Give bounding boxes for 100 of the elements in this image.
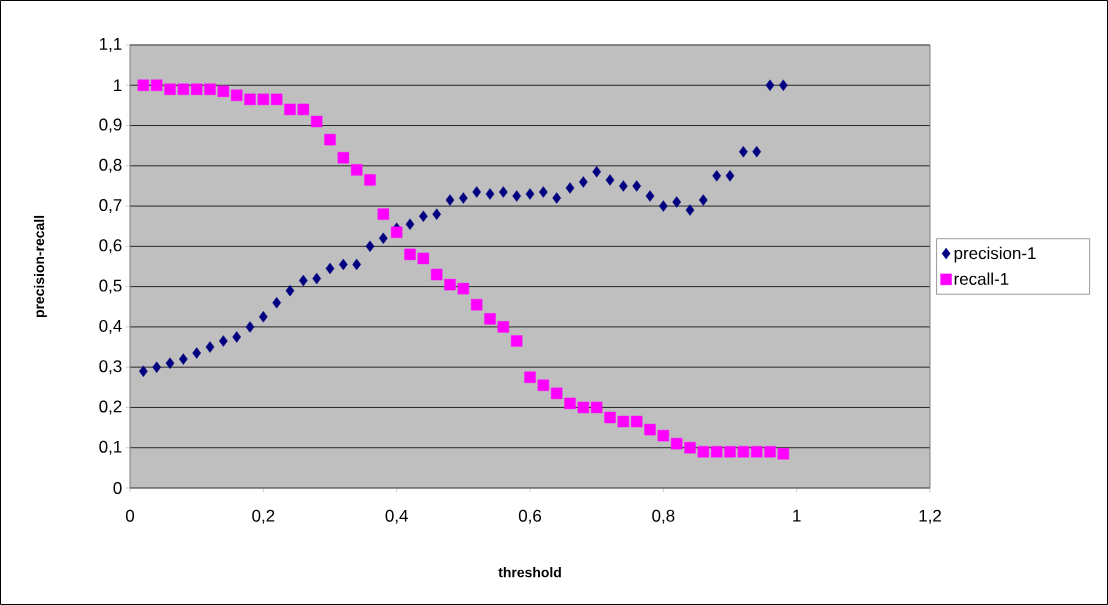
point	[725, 170, 735, 182]
y-tick-label: 0,1	[99, 440, 122, 455]
point	[630, 415, 643, 428]
point	[139, 365, 148, 377]
point	[404, 248, 416, 261]
x-tick-label: 0,6	[518, 509, 542, 524]
point	[590, 401, 603, 414]
point	[659, 200, 668, 212]
point	[550, 387, 563, 400]
point	[524, 371, 536, 383]
y-tick-label: 1,1	[99, 38, 122, 52]
y-tick-label: 0,6	[99, 239, 122, 254]
point	[310, 115, 323, 128]
point	[219, 335, 228, 347]
point	[190, 83, 203, 95]
y-tick-label: 0,2	[99, 400, 122, 415]
point	[712, 170, 721, 182]
point	[645, 190, 655, 202]
point	[217, 85, 230, 97]
x-tick-label: 1	[793, 509, 801, 522]
y-tick-label: 0,9	[99, 118, 122, 133]
point	[485, 188, 495, 200]
point	[699, 194, 708, 206]
point	[777, 448, 790, 460]
point	[579, 176, 588, 188]
x-tick-label: 0,8	[652, 509, 675, 524]
point	[672, 196, 681, 208]
point	[564, 397, 576, 410]
point	[285, 284, 295, 297]
point	[537, 379, 550, 391]
point	[270, 93, 283, 106]
point	[457, 282, 470, 295]
point	[592, 166, 601, 178]
point	[245, 321, 255, 333]
point	[657, 429, 670, 442]
point	[512, 190, 521, 202]
point	[724, 446, 736, 458]
point	[670, 437, 683, 450]
y-tick-label: 0,4	[99, 319, 122, 334]
point	[204, 83, 216, 95]
point	[737, 446, 750, 458]
point	[510, 335, 523, 347]
point	[377, 208, 390, 220]
point	[405, 218, 415, 230]
point	[497, 321, 510, 333]
point	[364, 174, 376, 186]
point	[604, 411, 616, 424]
x-tick-label: 1,2	[919, 509, 941, 524]
point	[430, 268, 443, 281]
point	[552, 192, 561, 204]
point	[484, 313, 496, 325]
point	[337, 152, 350, 164]
point	[432, 208, 441, 220]
y-tick-label: 1	[114, 79, 122, 92]
point	[617, 415, 630, 428]
point	[379, 232, 388, 244]
point	[390, 226, 403, 238]
point	[444, 278, 456, 291]
point	[297, 103, 310, 116]
point	[244, 93, 256, 106]
point	[577, 401, 590, 414]
x-tick-label: 0	[125, 509, 135, 522]
legend-label: precision-1	[954, 246, 1036, 263]
point	[605, 174, 615, 186]
y-tick-label: 0,3	[99, 360, 122, 375]
y-tick-label: 0,8	[99, 158, 122, 173]
point	[137, 79, 150, 91]
point	[272, 297, 281, 309]
point	[177, 83, 190, 95]
point	[685, 204, 695, 216]
point	[152, 361, 161, 373]
point	[164, 83, 176, 95]
point	[764, 446, 776, 458]
y-tick-label: 0,5	[99, 279, 122, 294]
y-tick-label: 0	[113, 481, 122, 494]
point	[325, 262, 335, 275]
point	[205, 341, 215, 353]
point	[684, 442, 696, 454]
legend-label: recall-1	[954, 272, 1009, 285]
y-tick-label: 0,7	[99, 199, 122, 214]
point	[257, 93, 270, 106]
point	[284, 103, 296, 116]
point	[459, 192, 468, 204]
x-axis-title: threshold	[498, 567, 561, 578]
point	[472, 186, 481, 198]
point	[419, 210, 428, 222]
point	[230, 89, 243, 102]
point	[232, 331, 241, 343]
point	[644, 423, 656, 436]
point	[539, 186, 548, 198]
point	[350, 164, 363, 176]
point	[417, 252, 430, 265]
point	[525, 188, 535, 200]
point	[259, 311, 268, 323]
point	[165, 357, 175, 369]
x-tick-label: 0,4	[385, 509, 408, 524]
point	[192, 347, 201, 359]
point	[179, 353, 188, 365]
point	[710, 446, 723, 458]
y-axis-title: precision-recall	[33, 215, 47, 318]
